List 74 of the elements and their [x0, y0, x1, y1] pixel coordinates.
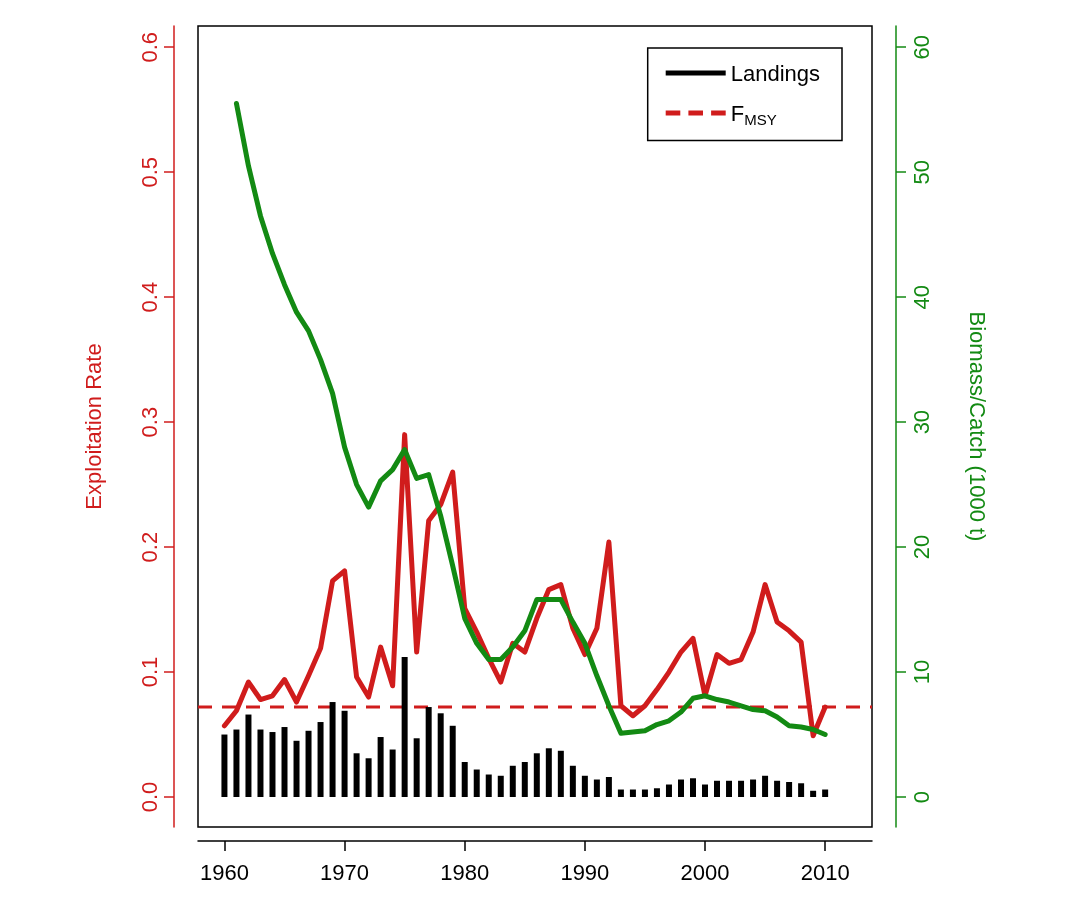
bar	[810, 790, 817, 798]
y2-tick-label: 20	[908, 534, 934, 560]
bar	[629, 789, 636, 798]
bar	[786, 782, 793, 798]
bar	[726, 780, 733, 798]
bar	[750, 779, 757, 798]
bar	[689, 778, 696, 798]
bar	[533, 753, 540, 798]
bar	[437, 713, 444, 798]
bar	[822, 789, 829, 798]
bar	[509, 765, 516, 798]
bar	[798, 783, 805, 798]
bar	[281, 727, 288, 798]
bar	[461, 762, 468, 798]
y2-tick-label: 30	[908, 409, 934, 435]
y-tick-label: 0.1	[136, 656, 162, 688]
bar	[473, 769, 480, 798]
y2-tick-label: 50	[908, 159, 934, 185]
y-tick-label: 0.0	[136, 781, 162, 813]
bar	[365, 758, 372, 798]
bar	[221, 734, 228, 798]
bar	[389, 749, 396, 798]
bar	[605, 777, 612, 798]
bar	[401, 657, 408, 798]
bar	[569, 765, 576, 798]
bar	[377, 737, 384, 798]
x-tick-label: 1960	[199, 859, 249, 885]
y-tick-label: 0.3	[136, 406, 162, 438]
x-tick-label: 1970	[320, 859, 370, 885]
bar	[329, 702, 336, 798]
y-tick-label: 0.5	[136, 156, 162, 188]
bar	[521, 762, 528, 798]
bar	[738, 780, 745, 798]
bar	[257, 729, 264, 798]
bar	[762, 775, 769, 798]
bar	[485, 774, 492, 798]
bar	[545, 748, 552, 798]
y2-tick-label: 0	[908, 790, 934, 804]
bar	[557, 750, 564, 798]
bar	[581, 775, 588, 798]
bar	[714, 780, 721, 798]
y2-tick-label: 10	[908, 659, 934, 685]
bar	[353, 753, 360, 798]
bar	[317, 722, 324, 798]
y2-tick-label: 40	[908, 284, 934, 310]
bar	[449, 725, 456, 798]
bar	[305, 730, 312, 798]
bar	[774, 780, 781, 798]
y-tick-label: 0.6	[136, 31, 162, 63]
x-tick-label: 1990	[560, 859, 610, 885]
bar	[293, 740, 300, 798]
bar	[677, 779, 684, 798]
y-tick-label: 0.4	[136, 281, 162, 313]
legend-label: Landings	[730, 60, 821, 86]
bar	[702, 784, 708, 798]
bar	[425, 707, 432, 798]
bar	[641, 789, 648, 798]
bar	[233, 729, 240, 798]
bar	[617, 789, 624, 798]
y-axis-title: Exploitation Rate	[80, 343, 106, 510]
y2-tick-label: 60	[908, 35, 934, 60]
x-tick-label: 2000	[680, 859, 730, 885]
y2-axis-title: Biomass/Catch (1000 t)	[964, 311, 990, 542]
bar	[269, 732, 276, 798]
bar	[497, 775, 504, 798]
bar	[245, 714, 252, 798]
bar	[341, 710, 348, 798]
y-tick-label: 0.2	[136, 531, 162, 563]
x-tick-label: 1980	[440, 859, 490, 885]
bar	[413, 738, 420, 798]
bar	[665, 784, 672, 798]
bar	[653, 788, 660, 798]
bar	[593, 779, 600, 798]
x-tick-label: 2010	[800, 859, 850, 885]
